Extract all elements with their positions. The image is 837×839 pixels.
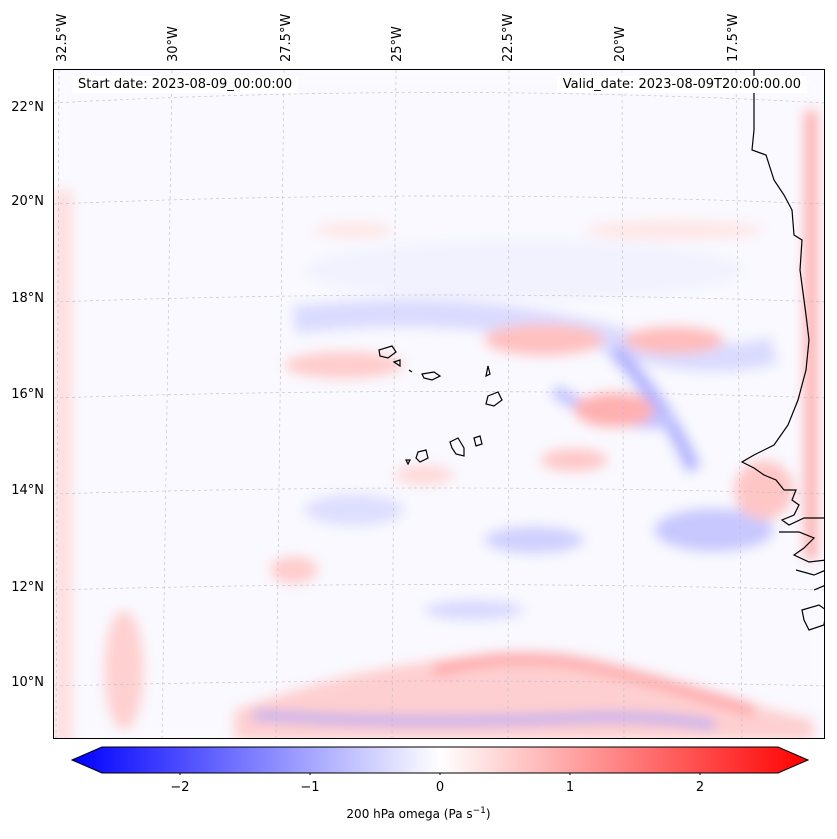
omega-field bbox=[54, 70, 824, 738]
latitude-label: 12°N bbox=[11, 580, 44, 595]
longitude-label: 22.5°W bbox=[501, 13, 516, 62]
latitude-label: 22°N bbox=[11, 100, 44, 115]
longitude-label: 32.5°W bbox=[55, 13, 70, 62]
colorbar-tick-label: −2 bbox=[170, 780, 190, 795]
longitude-label: 20°W bbox=[613, 26, 628, 62]
latitude-label: 10°N bbox=[11, 675, 44, 690]
colorbar-label-exponent: −1 bbox=[472, 806, 486, 816]
gridlines bbox=[54, 70, 824, 738]
longitude-label: 27.5°W bbox=[279, 13, 294, 62]
coastline bbox=[740, 70, 824, 631]
colorbar-tick-label: 2 bbox=[695, 780, 705, 795]
colorbar-label-text: 200 hPa omega (Pa s bbox=[346, 807, 473, 821]
colorbar-tick-label: −1 bbox=[300, 780, 320, 795]
latitude-label: 20°N bbox=[11, 194, 44, 209]
colorbar-gradient bbox=[70, 746, 810, 774]
map-panel bbox=[53, 69, 825, 739]
latitude-label: 16°N bbox=[11, 387, 44, 402]
longitude-label: 25°W bbox=[390, 26, 405, 62]
latitude-label: 14°N bbox=[11, 483, 44, 498]
longitude-label: 30°W bbox=[166, 26, 181, 62]
latitude-label: 18°N bbox=[11, 291, 44, 306]
cape-verde-islands bbox=[378, 345, 503, 466]
colorbar-tick-label: 1 bbox=[565, 780, 575, 795]
colorbar-tick-label: 0 bbox=[435, 780, 445, 795]
colorbar-label-close: ) bbox=[485, 807, 491, 821]
start-date-label: Start date: 2023-08-09_00:00:00 bbox=[72, 76, 299, 93]
colorbar-label: 200 hPa omega (Pa s−1) bbox=[0, 806, 837, 821]
valid-date-label: Valid_date: 2023-08-09T20:00:00.00 bbox=[556, 76, 807, 93]
longitude-label: 17.5°W bbox=[726, 13, 741, 62]
map-canvas bbox=[54, 70, 824, 738]
colorbar bbox=[70, 746, 810, 775]
